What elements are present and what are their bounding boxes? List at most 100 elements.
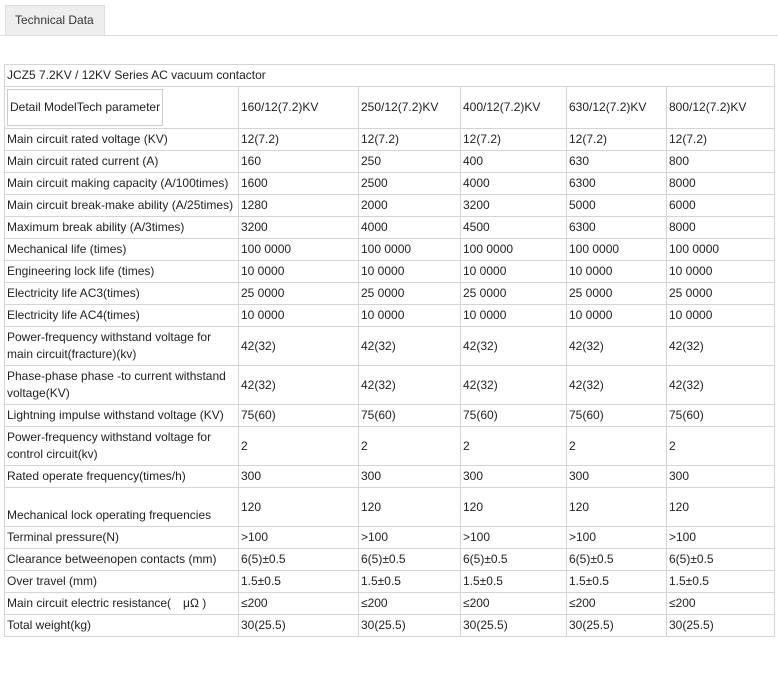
data-row: Main circuit making capacity (A/100times…	[4, 172, 776, 195]
cell: 4000	[460, 172, 567, 195]
cell: ≤200	[238, 592, 359, 615]
cell: 800	[665, 150, 776, 173]
row-label: Mechanical lock operating frequencies	[4, 487, 239, 527]
cell: 6000	[665, 194, 776, 217]
cell: ≤200	[566, 592, 667, 615]
cell: 630	[566, 150, 667, 173]
cell: 400	[460, 150, 567, 173]
cell: 75(60)	[238, 404, 359, 427]
cell: 42(32)	[358, 365, 461, 405]
row-label: Rated operate frequency(times/h)	[4, 465, 239, 488]
cell: 300	[566, 465, 667, 488]
cell: 42(32)	[238, 365, 359, 405]
cell: 2500	[358, 172, 461, 195]
cell: >100	[460, 526, 567, 549]
cell: ≤200	[665, 592, 776, 615]
cell: 3200	[460, 194, 567, 217]
row-label: Lightning impulse withstand voltage (KV)	[4, 404, 239, 427]
data-row: Maximum break ability (A/3times) 3200 4000…	[4, 216, 776, 239]
cell: 6(5)±0.5	[665, 548, 776, 571]
row-label: Power-frequency withstand voltage for co…	[4, 426, 239, 466]
cell: 75(60)	[460, 404, 567, 427]
header-cell: 160/12(7.2)KV	[238, 86, 359, 129]
data-row: Total weight(kg) 30(25.5) 30(25.5) 30(25.5)…	[4, 614, 776, 637]
caption-row: JCZ5 7.2KV / 12KV Series AC vacuum conta…	[3, 64, 776, 87]
tab-bar: Technical Data	[0, 0, 778, 36]
row-label: Clearance betweenopen contacts (mm)	[4, 548, 239, 571]
cell: 12(7.2)	[460, 128, 567, 151]
data-row: Mechanical lock operating frequencies 120…	[4, 487, 776, 527]
cell: 10 0000	[238, 304, 359, 327]
cell: 2	[665, 426, 776, 466]
row-label: Main circuit making capacity (A/100times…	[4, 172, 239, 195]
cell: 10 0000	[566, 304, 667, 327]
cell: 120	[238, 487, 359, 527]
cell: 42(32)	[566, 365, 667, 405]
cell: 100 0000	[566, 238, 667, 261]
row-label: Terminal pressure(N)	[4, 526, 239, 549]
row-label: Electricity life AC3(times)	[4, 282, 239, 305]
header-cell: Detail ModelTech parameter	[4, 86, 239, 129]
row-label: Phase-phase phase -to current withstand …	[4, 365, 239, 405]
cell: 12(7.2)	[238, 128, 359, 151]
cell: 10 0000	[665, 260, 776, 283]
data-row: Power-frequency withstand voltage for co…	[4, 426, 776, 466]
data-row: Main circuit electric resistance( μΩ ) ≤2…	[4, 592, 776, 615]
data-row: Electricity life AC3(times) 25 0000 25 000…	[4, 282, 776, 305]
data-row: Lightning impulse withstand voltage (KV)…	[4, 404, 776, 427]
row-label: Engineering lock life (times)	[4, 260, 239, 283]
cell: >100	[566, 526, 667, 549]
data-row: Electricity life AC4(times) 10 0000 10 000…	[4, 304, 776, 327]
data-row: Main circuit rated current (A) 160 250 400 6…	[4, 150, 776, 173]
cell: 300	[238, 465, 359, 488]
cell: 10 0000	[460, 260, 567, 283]
cell: 42(32)	[665, 365, 776, 405]
cell: 5000	[566, 194, 667, 217]
cell: 2	[238, 426, 359, 466]
cell: 42(32)	[460, 326, 567, 366]
cell: 6300	[566, 216, 667, 239]
cell: 30(25.5)	[238, 614, 359, 637]
spec-table: JCZ5 7.2KV / 12KV Series AC vacuum conta…	[3, 64, 776, 637]
cell: 100 0000	[665, 238, 776, 261]
header-cell: 250/12(7.2)KV	[358, 86, 461, 129]
tab[interactable]: Technical Data	[5, 5, 105, 35]
cell: 30(25.5)	[566, 614, 667, 637]
data-row: Clearance betweenopen contacts (mm) 6(5)±…	[4, 548, 776, 571]
cell: 6(5)±0.5	[566, 548, 667, 571]
data-row: Phase-phase phase -to current withstand …	[4, 365, 776, 405]
cell: >100	[665, 526, 776, 549]
cell: >100	[358, 526, 461, 549]
cell: 1.5±0.5	[358, 570, 461, 593]
data-row: Main circuit rated voltage (KV) 12(7.2) 12…	[4, 128, 776, 151]
cell: 1.5±0.5	[460, 570, 567, 593]
header-cell: 800/12(7.2)KV	[665, 86, 776, 129]
cell: 6300	[566, 172, 667, 195]
cell: 100 0000	[358, 238, 461, 261]
cell: 42(32)	[358, 326, 461, 366]
cell: >100	[238, 526, 359, 549]
cell: 1600	[238, 172, 359, 195]
row-label: Main circuit rated voltage (KV)	[4, 128, 239, 151]
cell: 160	[238, 150, 359, 173]
data-row: Power-frequency withstand voltage for ma…	[4, 326, 776, 366]
data-row: Engineering lock life (times) 10 0000 10 0…	[4, 260, 776, 283]
cell: 75(60)	[566, 404, 667, 427]
cell: ≤200	[460, 592, 567, 615]
data-row: Rated operate frequency(times/h) 300 300 30…	[4, 465, 776, 488]
data-row: Main circuit break-make ability (A/25tim…	[4, 194, 776, 217]
cell: 300	[460, 465, 567, 488]
cell: 75(60)	[358, 404, 461, 427]
cell: 2	[358, 426, 461, 466]
cell: 2	[566, 426, 667, 466]
data-row: Terminal pressure(N) >100 >100 >100 >100 >100	[4, 526, 776, 549]
data-row: Mechanical life (times) 100 0000 100 0000 1…	[4, 238, 776, 261]
cell: 42(32)	[460, 365, 567, 405]
cell: 25 0000	[238, 282, 359, 305]
cell: 6(5)±0.5	[358, 548, 461, 571]
cell: 1.5±0.5	[238, 570, 359, 593]
cell: 120	[358, 487, 461, 527]
cell: 2	[460, 426, 567, 466]
cell: 3200	[238, 216, 359, 239]
